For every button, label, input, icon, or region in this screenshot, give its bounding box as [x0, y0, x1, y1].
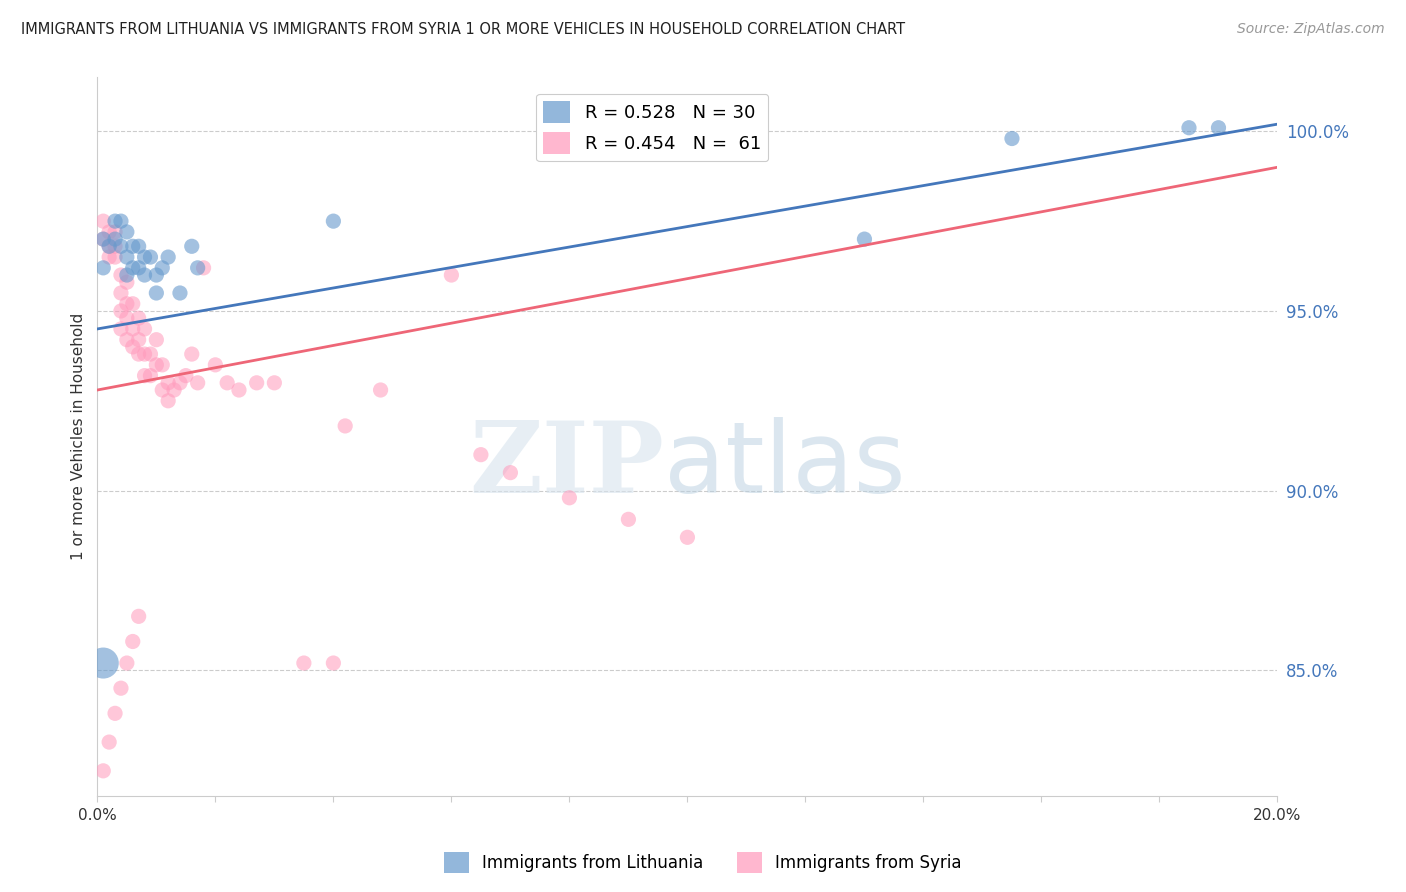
- Point: [246, 376, 269, 390]
- Point: [174, 368, 197, 383]
- Point: [558, 491, 581, 505]
- Point: [91, 260, 114, 275]
- Point: [204, 358, 226, 372]
- Point: [91, 656, 114, 670]
- Point: [217, 376, 239, 390]
- Point: [322, 214, 344, 228]
- Point: [98, 239, 121, 253]
- Point: [1178, 120, 1201, 135]
- Point: [853, 232, 876, 246]
- Point: [187, 376, 209, 390]
- Point: [134, 250, 156, 264]
- Point: [145, 285, 167, 300]
- Point: [292, 656, 315, 670]
- Point: [139, 250, 162, 264]
- Point: [121, 260, 143, 275]
- Point: [104, 214, 127, 228]
- Point: [98, 250, 121, 264]
- Point: [150, 358, 173, 372]
- Point: [128, 311, 150, 326]
- Point: [150, 383, 173, 397]
- Point: [110, 239, 132, 253]
- Point: [115, 656, 138, 670]
- Point: [134, 368, 156, 383]
- Point: [91, 232, 114, 246]
- Point: [134, 322, 156, 336]
- Text: IMMIGRANTS FROM LITHUANIA VS IMMIGRANTS FROM SYRIA 1 OR MORE VEHICLES IN HOUSEHO: IMMIGRANTS FROM LITHUANIA VS IMMIGRANTS …: [21, 22, 905, 37]
- Point: [128, 333, 150, 347]
- Point: [157, 250, 180, 264]
- Point: [1001, 131, 1024, 145]
- Point: [110, 268, 132, 282]
- Point: [121, 634, 143, 648]
- Point: [115, 297, 138, 311]
- Point: [91, 232, 114, 246]
- Point: [110, 214, 132, 228]
- Point: [169, 376, 191, 390]
- Point: [322, 656, 344, 670]
- Point: [676, 530, 699, 544]
- Point: [115, 311, 138, 326]
- Point: [134, 347, 156, 361]
- Point: [128, 260, 150, 275]
- Legend: R = 0.528   N = 30, R = 0.454   N =  61: R = 0.528 N = 30, R = 0.454 N = 61: [536, 94, 768, 161]
- Point: [335, 419, 357, 434]
- Point: [499, 466, 522, 480]
- Point: [110, 285, 132, 300]
- Point: [121, 297, 143, 311]
- Point: [110, 322, 132, 336]
- Point: [104, 232, 127, 246]
- Point: [187, 260, 209, 275]
- Point: [193, 260, 215, 275]
- Point: [370, 383, 392, 397]
- Point: [115, 225, 138, 239]
- Text: Source: ZipAtlas.com: Source: ZipAtlas.com: [1237, 22, 1385, 37]
- Point: [169, 285, 191, 300]
- Point: [115, 275, 138, 289]
- Point: [128, 609, 150, 624]
- Point: [115, 333, 138, 347]
- Legend: Immigrants from Lithuania, Immigrants from Syria: Immigrants from Lithuania, Immigrants fr…: [437, 846, 969, 880]
- Point: [440, 268, 463, 282]
- Point: [104, 706, 127, 721]
- Text: ZIP: ZIP: [470, 417, 664, 514]
- Point: [134, 268, 156, 282]
- Point: [104, 239, 127, 253]
- Point: [110, 304, 132, 318]
- Point: [98, 225, 121, 239]
- Point: [150, 260, 173, 275]
- Point: [121, 239, 143, 253]
- Point: [180, 239, 202, 253]
- Point: [180, 347, 202, 361]
- Point: [163, 383, 186, 397]
- Point: [617, 512, 640, 526]
- Point: [470, 448, 492, 462]
- Point: [98, 239, 121, 253]
- Point: [91, 764, 114, 778]
- Point: [115, 250, 138, 264]
- Point: [145, 333, 167, 347]
- Point: [121, 340, 143, 354]
- Y-axis label: 1 or more Vehicles in Household: 1 or more Vehicles in Household: [72, 313, 86, 560]
- Point: [263, 376, 285, 390]
- Point: [128, 347, 150, 361]
- Point: [104, 250, 127, 264]
- Point: [157, 393, 180, 408]
- Text: atlas: atlas: [664, 417, 905, 514]
- Point: [139, 368, 162, 383]
- Point: [91, 214, 114, 228]
- Point: [145, 358, 167, 372]
- Point: [145, 268, 167, 282]
- Point: [98, 735, 121, 749]
- Point: [115, 268, 138, 282]
- Point: [157, 376, 180, 390]
- Point: [139, 347, 162, 361]
- Point: [228, 383, 250, 397]
- Point: [110, 681, 132, 696]
- Point: [1208, 120, 1230, 135]
- Point: [121, 322, 143, 336]
- Point: [104, 225, 127, 239]
- Point: [128, 239, 150, 253]
